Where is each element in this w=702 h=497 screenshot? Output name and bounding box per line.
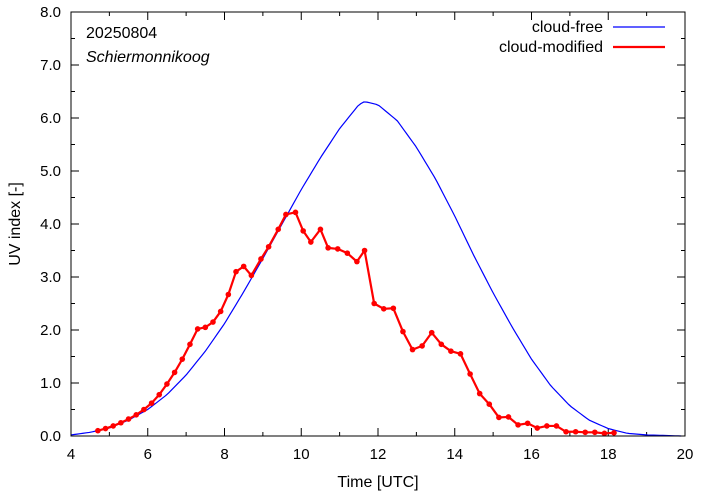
series-layer [70, 101, 682, 437]
x-tick-label: 10 [293, 446, 310, 463]
data-point-cloud-modified [240, 263, 247, 270]
data-point-cloud-modified [125, 416, 132, 422]
data-point-cloud-modified [179, 356, 186, 362]
data-point-cloud-modified [95, 427, 101, 434]
x-tick-label: 16 [523, 446, 540, 463]
data-point-cloud-modified [110, 423, 117, 429]
legend-label-cloud-free: cloud-free [532, 19, 603, 36]
data-point-cloud-modified [544, 423, 550, 429]
x-tick-label: 20 [677, 446, 694, 463]
data-point-cloud-modified [438, 341, 445, 348]
data-point-cloud-modified [156, 391, 163, 398]
data-point-cloud-modified [486, 401, 493, 408]
x-tick-label: 14 [446, 446, 463, 463]
data-point-cloud-modified [467, 371, 473, 377]
data-point-cloud-modified [505, 414, 512, 420]
axis-ticks [70, 11, 686, 437]
data-point-cloud-modified [233, 268, 239, 275]
data-point-cloud-modified [476, 390, 483, 397]
data-point-cloud-modified [171, 369, 178, 376]
plot-frame [70, 11, 686, 437]
x-tick-label: 4 [67, 446, 75, 463]
data-point-cloud-modified [582, 429, 589, 436]
x-tick-label: 6 [144, 446, 152, 463]
legend: cloud-free cloud-modified [499, 19, 665, 56]
data-point-cloud-modified [563, 428, 569, 435]
data-point-cloud-modified [419, 343, 425, 349]
date-annotation: 20250804 [86, 25, 157, 42]
data-point-cloud-modified [133, 412, 140, 418]
location-annotation: Schiermonnikoog [86, 49, 210, 66]
data-point-cloud-modified [448, 348, 454, 355]
y-tick-label: 4.0 [40, 216, 61, 233]
y-tick-label: 7.0 [40, 57, 61, 74]
y-tick-label: 6.0 [40, 110, 61, 127]
data-point-cloud-modified [553, 423, 560, 429]
data-point-cloud-modified [354, 258, 360, 265]
data-point-cloud-modified [217, 308, 224, 315]
data-point-cloud-modified [102, 425, 109, 432]
data-point-cloud-modified [225, 291, 232, 298]
data-point-cloud-modified [371, 300, 377, 307]
data-point-cloud-modified [308, 239, 314, 245]
axis-tick-labels: 4 6 8 10 12 14 16 18 20 0.0 1.0 2.0 3.0 4.0 5.0 6.0 7.0 8… [40, 4, 693, 463]
data-point-cloud-modified [202, 324, 209, 331]
x-tick-label: 12 [370, 446, 387, 463]
data-point-cloud-modified [325, 245, 331, 251]
data-point-cloud-modified [334, 246, 341, 252]
data-point-cloud-modified [248, 272, 255, 279]
x-tick-label: 18 [600, 446, 617, 463]
data-point-cloud-modified [390, 305, 397, 312]
y-axis-label: UV index [-] [7, 182, 24, 266]
x-tick-label: 8 [220, 446, 228, 463]
y-tick-label: 1.0 [40, 375, 61, 392]
data-point-cloud-modified [141, 406, 147, 413]
x-axis-label: Time [UTC] [337, 474, 418, 491]
data-point-cloud-modified [275, 226, 282, 233]
y-tick-label: 0.0 [40, 428, 61, 445]
data-point-cloud-modified [380, 306, 387, 312]
data-point-cloud-modified [164, 381, 170, 387]
data-point-cloud-modified [572, 428, 579, 435]
y-tick-label: 3.0 [40, 269, 61, 286]
data-point-cloud-modified [118, 419, 124, 426]
y-tick-label: 5.0 [40, 163, 61, 180]
data-point-cloud-modified [515, 422, 521, 428]
data-point-cloud-modified [611, 430, 617, 436]
data-point-cloud-modified [317, 226, 324, 233]
data-point-cloud-modified [601, 430, 608, 437]
data-point-cloud-modified [534, 425, 541, 431]
data-point-cloud-modified [300, 228, 306, 234]
data-point-cloud-modified [457, 351, 464, 357]
y-tick-label: 8.0 [40, 4, 61, 21]
data-point-cloud-modified [400, 328, 406, 335]
data-point-cloud-modified [361, 247, 368, 254]
data-point-cloud-modified [187, 341, 193, 348]
data-point-cloud-modified [409, 346, 416, 353]
data-point-cloud-modified [592, 429, 598, 436]
data-point-cloud-modified [496, 414, 502, 421]
data-point-cloud-modified [344, 250, 351, 256]
data-point-cloud-modified [524, 420, 531, 427]
data-point-cloud-modified [428, 329, 435, 336]
data-point-cloud-modified [148, 400, 155, 406]
y-tick-label: 2.0 [40, 322, 61, 339]
data-point-cloud-modified [265, 243, 272, 250]
series-line-cloud-free [70, 101, 682, 437]
data-point-cloud-modified [292, 209, 299, 216]
data-point-cloud-modified [210, 319, 216, 325]
data-point-cloud-modified [258, 256, 264, 262]
legend-label-cloud-modified: cloud-modified [499, 39, 603, 56]
data-point-cloud-modified [283, 211, 289, 218]
data-point-cloud-modified [194, 326, 201, 332]
